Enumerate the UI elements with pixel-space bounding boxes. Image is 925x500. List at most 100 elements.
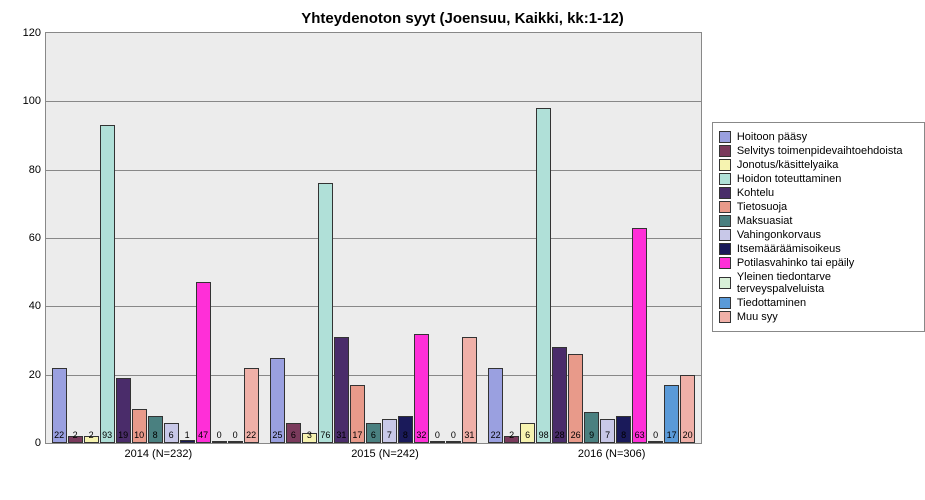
bar-value-label: 8: [621, 430, 626, 440]
legend-label: Muu syy: [737, 311, 778, 323]
legend-swatch: [719, 311, 731, 323]
legend-label: Hoitoon pääsy: [737, 131, 807, 143]
bar-value-label: 17: [667, 430, 677, 440]
legend: Hoitoon pääsy Selvitys toimenpidevaihtoeh…: [712, 122, 925, 332]
bar: 93: [100, 125, 115, 443]
bar: 19: [116, 378, 131, 443]
bar: 0: [446, 441, 461, 443]
legend-swatch: [719, 159, 731, 171]
plot-wrap: 0204060801001202222931910861470022256376…: [0, 32, 925, 444]
bar: 98: [536, 108, 551, 443]
bar-value-label: 0: [217, 430, 222, 440]
bar: 1: [180, 440, 195, 443]
bar: 26: [568, 354, 583, 443]
bar: 22: [488, 368, 503, 443]
bar: 22: [52, 368, 67, 443]
bar: 2: [84, 436, 99, 443]
legend-label: Selvitys toimenpidevaihtoehdoista: [737, 145, 903, 157]
bar-value-label: 7: [605, 430, 610, 440]
legend-item: Vahingonkorvaus: [719, 229, 914, 241]
bar-value-label: 63: [635, 430, 645, 440]
bar-value-label: 6: [169, 430, 174, 440]
bar-value-label: 10: [134, 430, 144, 440]
legend-label: Maksuasiat: [737, 215, 793, 227]
bar: 32: [414, 334, 429, 443]
bar: 76: [318, 183, 333, 443]
bar-value-label: 25: [272, 430, 282, 440]
bar-value-label: 6: [371, 430, 376, 440]
legend-swatch: [719, 145, 731, 157]
bar-value-label: 1: [185, 430, 190, 440]
bar-value-label: 19: [118, 430, 128, 440]
legend-item: Yleinen tiedontarve terveyspalveluista: [719, 271, 914, 295]
bar-value-label: 28: [555, 430, 565, 440]
bar-value-label: 31: [464, 430, 474, 440]
legend-item: Itsemääräämisoikeus: [719, 243, 914, 255]
x-tick-label: 2014 (N=232): [125, 444, 193, 469]
bar-value-label: 22: [54, 430, 64, 440]
legend-label: Kohtelu: [737, 187, 774, 199]
legend-label: Tietosuoja: [737, 201, 787, 213]
bar: 0: [212, 441, 227, 443]
bar-value-label: 6: [291, 430, 296, 440]
legend-item: Selvitys toimenpidevaihtoehdoista: [719, 145, 914, 157]
x-tick-label: 2015 (N=242): [351, 444, 419, 469]
legend-swatch: [719, 297, 731, 309]
bar-value-label: 2: [89, 430, 94, 440]
legend-label: Hoidon toteuttaminen: [737, 173, 842, 185]
bar-value-label: 32: [416, 430, 426, 440]
bar-value-label: 0: [435, 430, 440, 440]
bar: 6: [164, 423, 179, 444]
legend-item: Tiedottaminen: [719, 297, 914, 309]
legend-swatch: [719, 201, 731, 213]
bar: 8: [616, 416, 631, 443]
bar-value-label: 93: [102, 430, 112, 440]
legend-label: Vahingonkorvaus: [737, 229, 821, 241]
bars-region: 2222931910861470022256376311767832003122…: [46, 33, 701, 443]
bar-value-label: 7: [387, 430, 392, 440]
bar-value-label: 6: [525, 430, 530, 440]
bar: 17: [350, 385, 365, 443]
bar: 31: [462, 337, 477, 443]
legend-label: Yleinen tiedontarve terveyspalveluista: [737, 271, 914, 295]
y-tick-label: 0: [11, 437, 41, 449]
x-tick-label: 2016 (N=306): [578, 444, 646, 469]
bar-value-label: 31: [336, 430, 346, 440]
bar: 6: [286, 423, 301, 444]
bar: 10: [132, 409, 147, 443]
legend-swatch: [719, 215, 731, 227]
bar: 17: [664, 385, 679, 443]
y-tick-label: 60: [11, 232, 41, 244]
legend-item: Maksuasiat: [719, 215, 914, 227]
y-tick-label: 80: [11, 164, 41, 176]
legend-swatch: [719, 243, 731, 255]
bar-group: 22269828269786301720: [488, 108, 695, 443]
bar-group: 2563763117678320031: [270, 183, 477, 443]
bar-value-label: 8: [153, 430, 158, 440]
legend-swatch: [719, 257, 731, 269]
bar: 3: [302, 433, 317, 443]
bar-value-label: 20: [683, 430, 693, 440]
legend-label: Itsemääräämisoikeus: [737, 243, 841, 255]
legend-swatch: [719, 131, 731, 143]
legend-item: Hoidon toteuttaminen: [719, 173, 914, 185]
bar-value-label: 2: [73, 430, 78, 440]
bar-value-label: 8: [403, 430, 408, 440]
bar: 63: [632, 228, 647, 443]
bar-value-label: 0: [233, 430, 238, 440]
bar: 6: [366, 423, 381, 444]
bar-value-label: 0: [653, 430, 658, 440]
legend-item: Hoitoon pääsy: [719, 131, 914, 143]
chart-title: Yhteydenoton syyt (Joensuu, Kaikki, kk:1…: [0, 0, 925, 32]
chart-container: Yhteydenoton syyt (Joensuu, Kaikki, kk:1…: [0, 0, 925, 500]
bar: 6: [520, 423, 535, 444]
x-axis-labels: 2014 (N=232) 2015 (N=242) 2016 (N=306): [45, 444, 725, 469]
bar-value-label: 76: [320, 430, 330, 440]
y-tick-label: 100: [11, 95, 41, 107]
bar: 22: [244, 368, 259, 443]
bar-value-label: 22: [246, 430, 256, 440]
legend-swatch: [719, 277, 731, 289]
bar-value-label: 47: [198, 430, 208, 440]
bar-value-label: 98: [539, 430, 549, 440]
legend-swatch: [719, 173, 731, 185]
